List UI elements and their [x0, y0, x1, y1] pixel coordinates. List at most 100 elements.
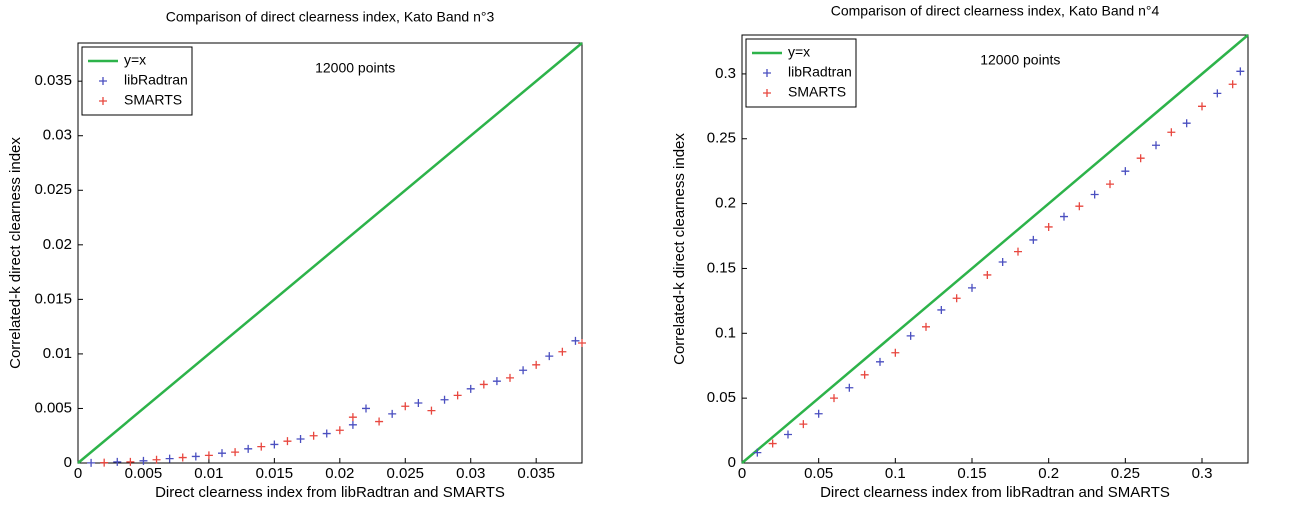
scatter-point [830, 394, 838, 403]
chart-title: Comparison of direct clearness index, Ka… [831, 3, 1160, 19]
scatter-point [558, 347, 567, 356]
y-tick-label: 0.025 [34, 181, 72, 198]
scatter-point [845, 383, 854, 392]
x-tick-label: 0.005 [125, 465, 163, 482]
scatter-point [309, 431, 318, 440]
x-tick-label: 0 [738, 465, 746, 482]
scatter-point [414, 399, 423, 407]
scatter-point [453, 391, 462, 400]
scatter-point [348, 420, 357, 429]
scatter-point [937, 305, 946, 314]
scatter-point [231, 448, 240, 457]
reference-line [77, 42, 583, 464]
scatter-point [375, 417, 384, 426]
scatter-point [578, 339, 586, 347]
y-tick-label: 0.2 [715, 195, 736, 212]
scatter-point [191, 452, 200, 461]
y-tick-label: 0.005 [34, 399, 72, 416]
legend-swatch [763, 89, 771, 97]
scatter-point [87, 458, 96, 467]
x-axis-label: Direct clearness index from libRadtran a… [155, 484, 505, 501]
scatter-point [519, 366, 528, 375]
scatter-point [906, 331, 915, 340]
scatter-point [440, 395, 449, 404]
y-axis-label: Correlated-k direct clearness index [7, 137, 24, 369]
scatter-point [322, 429, 331, 438]
y-axis-label: Correlated-k direct clearness index [671, 133, 688, 365]
scatter-point [204, 451, 213, 460]
y-tick-label: 0.02 [43, 236, 72, 253]
reference-line [741, 34, 1249, 464]
scatter-point [1167, 128, 1176, 137]
x-tick-label: 0.035 [517, 465, 555, 482]
x-tick-label: 0.02 [325, 465, 354, 482]
scatter-point [348, 413, 357, 422]
scatter-point [1121, 167, 1130, 176]
scatter-point [998, 257, 1007, 266]
y-tick-label: 0 [64, 454, 72, 471]
scatter-point [257, 442, 266, 451]
scatter-point [126, 457, 135, 466]
x-tick-label: 0.1 [885, 465, 906, 482]
chart: Comparison of direct clearness index, Ka… [671, 3, 1249, 501]
scatter-point [952, 294, 961, 303]
scatter-point [860, 370, 869, 379]
legend-swatch [99, 77, 107, 85]
x-tick-label: 0.25 [1111, 465, 1140, 482]
x-tick-label: 0 [74, 465, 82, 482]
y-tick-label: 0.015 [34, 290, 72, 307]
scatter-point [388, 409, 397, 418]
x-tick-label: 0.03 [456, 465, 485, 482]
x-tick-label: 0.015 [256, 465, 294, 482]
scatter-point [1044, 222, 1053, 231]
scatter-point [1029, 235, 1038, 244]
scatter-point [1060, 212, 1068, 221]
scatter-point [283, 437, 292, 446]
scatter-point [296, 435, 305, 443]
y-tick-label: 0.035 [34, 72, 72, 89]
scatter-point [1236, 67, 1245, 76]
scatter-point [113, 457, 122, 466]
scatter-point [1182, 119, 1191, 128]
y-tick-label: 0.15 [707, 259, 736, 276]
scatter-point [218, 449, 226, 458]
legend-box [81, 46, 193, 116]
scatter-point [532, 360, 541, 369]
scatter-point [100, 458, 109, 467]
scatter-point [1014, 247, 1022, 256]
chart: Comparison of direct clearness index, Ka… [7, 9, 586, 501]
scatter-point [139, 456, 148, 465]
scatter-point [983, 270, 992, 279]
x-tick-label: 0.01 [194, 465, 223, 482]
y-tick-label: 0 [728, 454, 736, 471]
x-axis-label: Direct clearness index from libRadtran a… [820, 484, 1170, 501]
scatter-point [545, 352, 554, 361]
scatter-point [799, 420, 808, 429]
scatter-point [335, 426, 344, 435]
scatter-point [466, 384, 475, 393]
scatter-point [1136, 154, 1145, 163]
scatter-point [1228, 80, 1237, 89]
x-tick-label: 0.2 [1038, 465, 1059, 482]
scatter-point [178, 453, 187, 462]
scatter-point [922, 322, 930, 331]
scatter-point [784, 430, 792, 439]
scatter-point [1213, 89, 1222, 98]
chart-title: Comparison of direct clearness index, Ka… [166, 9, 495, 25]
scatter-point [571, 336, 580, 345]
scatter-point [876, 357, 884, 366]
scatter-point [427, 406, 436, 415]
scatter-point [1198, 102, 1206, 111]
legend-swatch [99, 97, 107, 105]
scatter-point [814, 409, 823, 418]
x-tick-label: 0.3 [1192, 465, 1213, 482]
legend-label: SMARTS [788, 84, 846, 100]
scatter-point [362, 404, 370, 413]
y-tick-label: 0.3 [715, 65, 736, 82]
x-tick-label: 0.15 [957, 465, 986, 482]
scatter-point [244, 444, 253, 453]
x-tick-label: 0.05 [804, 465, 833, 482]
legend-label: libRadtran [124, 72, 188, 88]
scatter-point [401, 402, 410, 411]
